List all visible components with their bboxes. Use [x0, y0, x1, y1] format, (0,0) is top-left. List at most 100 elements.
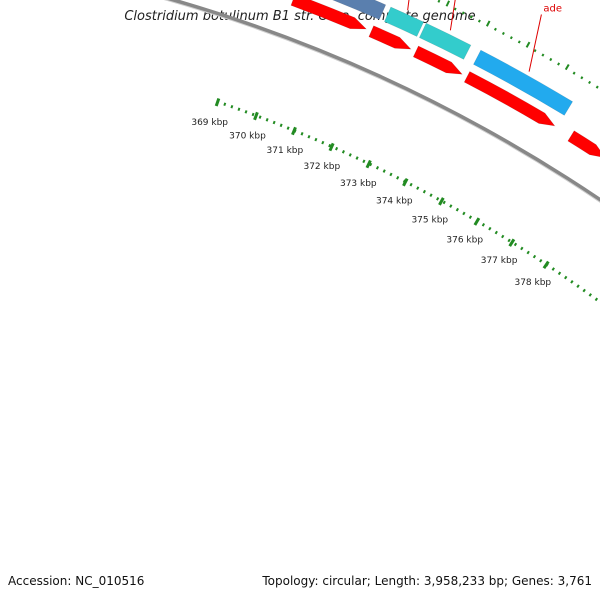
cds-arrow-3 [368, 25, 412, 50]
inner-tick [520, 246, 524, 251]
inner-tick [362, 159, 366, 164]
inner-tick [265, 118, 269, 122]
outer-tick [595, 85, 599, 89]
outer-tick [509, 36, 513, 40]
gene-band-5 [473, 49, 574, 116]
gene-leader-line [528, 14, 542, 72]
outer-tick [557, 62, 561, 66]
outer-tick [517, 40, 521, 44]
cds-arrow-4 [412, 45, 463, 75]
cds-arrow-5 [463, 71, 556, 127]
scale-tick-major [214, 97, 221, 107]
inner-tick [251, 112, 255, 117]
inner-tick [348, 153, 352, 157]
inner-tick [286, 126, 290, 130]
inner-tick [244, 110, 248, 114]
cds-arrow-2 [290, 0, 368, 30]
outer-tick-ring [437, 0, 599, 89]
inner-tick [341, 150, 345, 154]
inner-tick [526, 250, 530, 255]
inner-tick [230, 104, 234, 109]
outer-tick [445, 0, 451, 7]
inner-tick [321, 140, 325, 145]
inner-tick [389, 172, 393, 177]
outer-tick [541, 53, 545, 57]
scale-label: 371 kbp [267, 146, 304, 156]
outer-tick [525, 41, 531, 48]
gene-band-3 [383, 6, 425, 37]
gene-band-2 [331, 0, 387, 20]
scale-label: 375 kbp [411, 215, 448, 225]
gene-label-5: ade [543, 3, 562, 14]
gene-band-4 [418, 22, 472, 60]
inner-tick [223, 102, 227, 106]
scale-tick-major [253, 111, 259, 121]
inner-tick [582, 288, 586, 293]
inner-tick [314, 137, 318, 142]
inner-tick [442, 200, 446, 205]
scale-tick-major [402, 177, 409, 187]
inner-tick [588, 293, 592, 297]
outer-tick [477, 19, 481, 23]
inner-tick [564, 275, 568, 280]
scale-tick-major [473, 217, 481, 226]
outer-tick [453, 7, 457, 11]
scale-label: 372 kbp [303, 162, 340, 172]
feature-track [290, 0, 600, 158]
outer-tick [564, 63, 570, 71]
outer-tick [572, 71, 576, 75]
inner-tick [279, 123, 283, 128]
inner-tick [258, 115, 262, 119]
outer-tick [437, 0, 441, 3]
outer-tick [501, 31, 505, 36]
genome-backbone [163, 0, 600, 203]
inner-tick [576, 284, 580, 288]
inner-tick [488, 226, 492, 231]
inner-tick [355, 156, 359, 160]
inner-tick [335, 146, 339, 151]
outer-tick [461, 11, 465, 15]
inner-tick [494, 230, 498, 235]
scale-label: 370 kbp [229, 132, 266, 142]
inner-tick [436, 196, 440, 201]
inner-tick [375, 165, 380, 170]
inner-tick [570, 280, 574, 284]
genome-summary-text: Topology: circular; Length: 3,958,233 bp… [262, 574, 592, 588]
inner-tick [396, 176, 400, 180]
inner-tick [594, 297, 599, 302]
scale-label: 378 kbp [514, 278, 551, 288]
inner-tick [449, 204, 453, 208]
inner-tick [507, 238, 511, 243]
outer-tick [580, 76, 584, 80]
scale-tick-major [438, 197, 445, 206]
scale-tick-major [328, 142, 335, 152]
scale-label: 369 kbp [191, 118, 228, 128]
inner-tick [272, 120, 276, 125]
accession-text: Accession: NC_010516 [8, 574, 145, 588]
gene-leader-line [407, 0, 410, 11]
inner-tick [409, 182, 413, 187]
inner-tick [468, 215, 473, 220]
inner-tick [429, 193, 433, 197]
inner-tick [557, 271, 562, 276]
outer-tick [493, 27, 497, 31]
outer-tick [588, 80, 592, 85]
outer-tick [549, 57, 553, 62]
scale-label: 374 kbp [376, 197, 413, 207]
scale-label: 376 kbp [446, 235, 483, 245]
backbone-arc [165, 0, 600, 203]
inner-tick [369, 162, 373, 167]
inner-tick [481, 223, 486, 227]
inner-tick [422, 189, 426, 194]
inner-tick [237, 107, 241, 112]
scale-label: 373 kbp [340, 179, 377, 189]
inner-tick [307, 134, 311, 139]
inner-tick [416, 186, 420, 190]
outer-tick [469, 15, 473, 19]
gene-leader-line [449, 0, 456, 31]
inner-tick [462, 211, 466, 216]
inner-tick [300, 132, 304, 136]
